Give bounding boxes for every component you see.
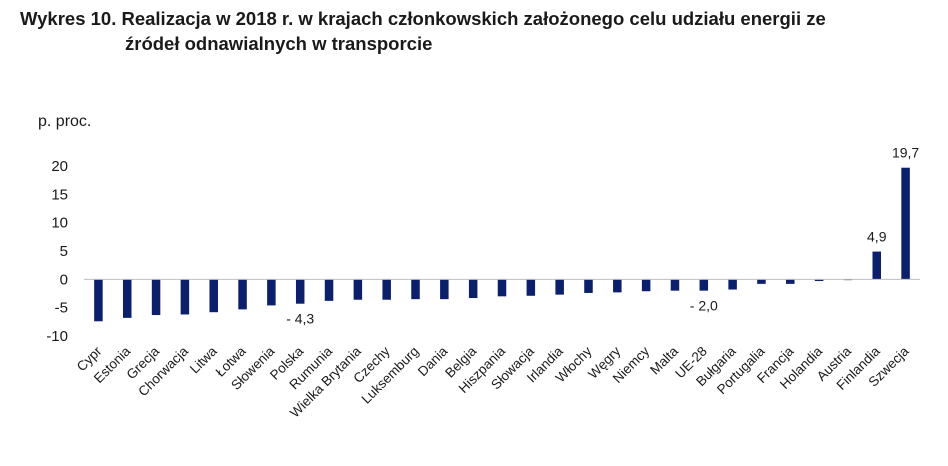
y-tick-label: 20 [51,158,68,175]
bar [786,279,795,284]
bar [613,279,622,293]
bar [670,279,680,291]
bar [901,167,910,280]
data-label: 19,7 [892,145,919,161]
y-axis-label: p. proc. [38,113,92,130]
bar [757,279,766,284]
bar [555,279,564,295]
bar [814,279,824,282]
bar [324,279,334,301]
bar [267,279,276,306]
bar [238,279,247,310]
bar [122,279,132,318]
bar [180,279,190,315]
data-label: - 4,3 [286,311,314,327]
bar [94,279,103,322]
bar [497,279,507,297]
bar [872,251,882,280]
y-tick-label: -5 [55,300,68,317]
bar [699,279,709,291]
bar [526,279,536,296]
bar [382,279,391,300]
data-label: - 2,0 [690,298,718,314]
y-tick-label: 0 [60,271,68,288]
bar [295,279,305,304]
bar [641,279,651,292]
chart-title: Wykres 10. Realizacja w 2018 r. w krajac… [20,6,935,56]
bar [468,279,478,299]
bar [209,279,218,313]
y-tick-label: 15 [51,186,68,203]
bar [440,279,449,300]
bar [728,279,737,290]
bar [353,279,363,300]
data-label: 4,9 [867,229,887,245]
title-line-2: źródeł odnawialnych w transporcie [125,33,433,54]
bar [151,279,161,316]
data-labels: - 4,3 - 2,0 4,9 19,7 [286,145,919,327]
y-tick-label: -10 [46,328,68,345]
y-tick-labels: 20 15 10 5 0 -5 -10 [46,158,68,345]
bars [94,167,910,322]
category-labels: CyprEstoniaGrecjaChorwacjaLitwaŁotwaSłow… [74,343,912,420]
title-line-1: Wykres 10. Realizacja w 2018 r. w krajac… [20,8,826,29]
y-tick-label: 10 [51,215,68,232]
bar [411,279,420,300]
y-tick-label: 5 [60,243,68,260]
bar [584,279,593,293]
